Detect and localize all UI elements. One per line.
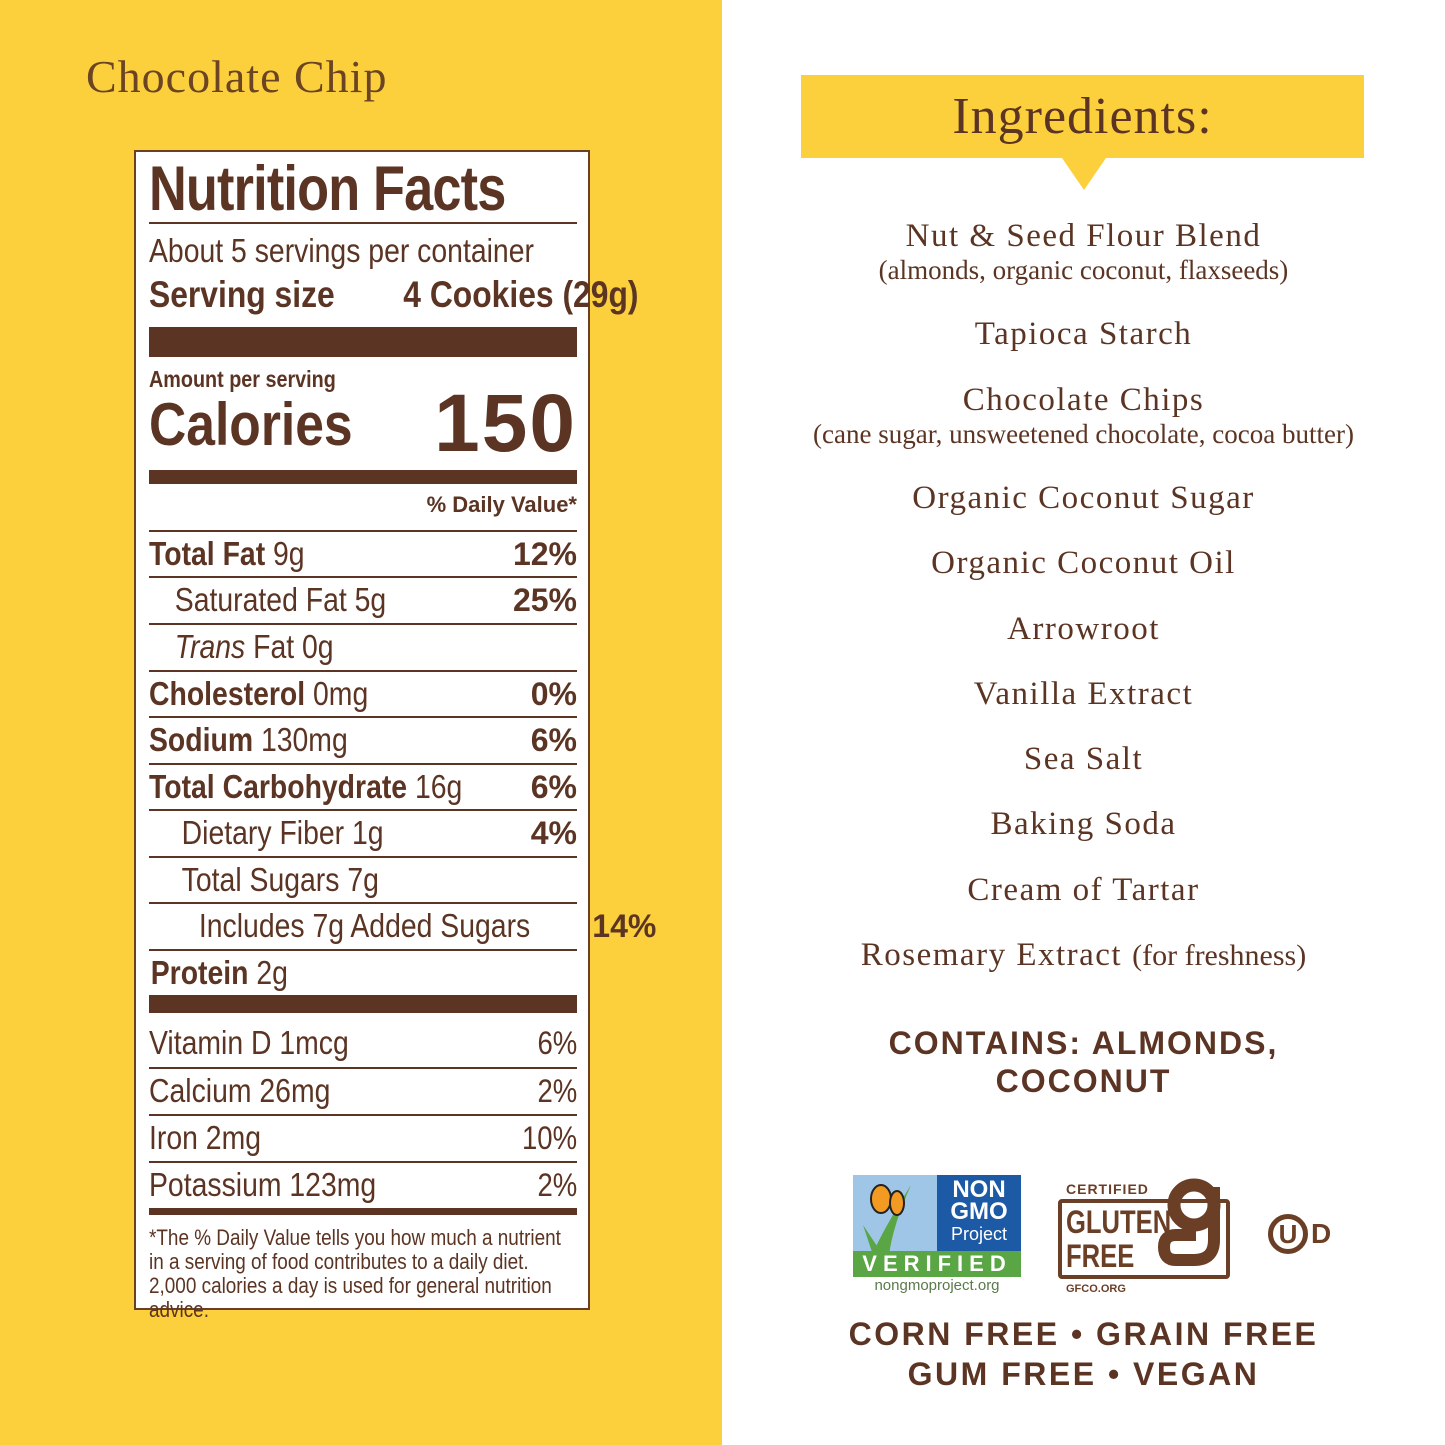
nutrient-daily-value: 6% (530, 721, 577, 758)
nutrient-row: Total Sugars 7g (149, 856, 577, 902)
ingredient-item: Vanilla Extract (973, 676, 1194, 712)
nutrient-label: Total Sugars 7g (181, 861, 379, 898)
amount-per-serving: Amount per serving (149, 366, 336, 392)
right-panel: Ingredients: Nut & Seed Flour Blend (almo… (722, 0, 1445, 1445)
banner-pointer (1062, 158, 1106, 190)
nutrient-label: Total Fat 9g (149, 535, 305, 572)
serving-size: Serving size 4 Cookies (29g) (149, 274, 639, 315)
ingredient-item: Tapioca Starch (974, 316, 1193, 352)
nutrient-row: Trans Fat 0g (149, 623, 577, 669)
ingredient-item: Arrowroot (1007, 611, 1160, 647)
nutrient-row: Total Fat 9g 12% (149, 530, 577, 576)
vitamin-label: Calcium 26mg (149, 1072, 331, 1109)
nutrient-label: Protein 2g (150, 954, 288, 991)
nutrient-row: Cholesterol 0mg 0% (149, 670, 577, 716)
nutrient-label: Sodium 130mg (149, 721, 348, 758)
nutrition-facts-title: Nutrition Facts (149, 154, 506, 224)
nutrient-daily-value: 4% (530, 814, 577, 851)
nutrient-label: Dietary Fiber 1g (181, 814, 384, 851)
thick-divider (149, 470, 577, 484)
ingredient-item: Nut & Seed Flour Blend (almonds, organic … (878, 218, 1289, 285)
kosher-dairy-symbol: U D (1268, 1212, 1331, 1256)
nutrient-daily-value: 12% (512, 535, 577, 572)
non-gmo-project-logo: NON GMO Project VERIFIED nongmoproject.org (853, 1175, 1021, 1298)
nutrient-label: Cholesterol 0mg (149, 675, 369, 712)
footnote: *The % Daily Value tells you how much a … (149, 1225, 561, 1322)
nutrient-label: Saturated Fat 5g (174, 581, 387, 618)
vitamin-daily-value: 6% (537, 1024, 577, 1061)
vitamin-row: Potassium 123mg 2% (149, 1161, 577, 1207)
nutrient-row: Protein 2g (149, 949, 577, 995)
divider (149, 222, 577, 224)
left-panel: Chocolate Chip Nutrition Facts About 5 s… (0, 0, 722, 1445)
nutrient-daily-value: 0% (530, 675, 577, 712)
vitamin-label: Potassium 123mg (149, 1166, 377, 1203)
vitamin-daily-value: 2% (537, 1166, 577, 1203)
vitamin-row: Calcium 26mg 2% (149, 1067, 577, 1113)
ingredient-item: Sea Salt (1023, 741, 1144, 777)
ingredient-item: Organic Coconut Oil (931, 545, 1236, 581)
nutrient-row: Saturated Fat 5g 25% (149, 576, 577, 622)
vitamin-row: Vitamin D 1mcg 6% (149, 1020, 577, 1066)
nutrient-row: Includes 7g Added Sugars 14% (149, 902, 656, 948)
ingredient-item: Cream of Tartar (967, 872, 1200, 908)
flavor-title: Chocolate Chip (86, 51, 388, 102)
ingredient-item: Rosemary Extract (for freshness) (860, 937, 1307, 973)
vitamin-daily-value: 2% (537, 1072, 577, 1109)
nutrition-facts-label: Nutrition Facts About 5 servings per con… (134, 150, 656, 1322)
nutrient-label: Total Carbohydrate 16g (149, 768, 463, 805)
thick-divider (149, 327, 577, 357)
nutrient-daily-value: 14% (592, 907, 657, 944)
butterfly-icon (863, 1184, 911, 1255)
ingredients-heading: Ingredients: (801, 75, 1364, 158)
servings-per-container: About 5 servings per container (149, 232, 534, 269)
daily-value-header: % Daily Value* (426, 492, 577, 517)
g-icon (1157, 1178, 1221, 1266)
nutrient-row: Sodium 130mg 6% (149, 716, 577, 762)
dietary-claims: CORN FREE • GRAIN FREE GUM FREE • VEGAN (848, 1316, 1319, 1392)
thick-divider (149, 995, 577, 1013)
nutrient-row: Total Carbohydrate 16g 6% (149, 763, 577, 809)
vitamin-daily-value: 10% (521, 1119, 577, 1156)
nutrient-daily-value: 25% (512, 581, 577, 618)
nutrient-daily-value: 6% (530, 768, 577, 805)
thick-divider (149, 1208, 577, 1215)
calories: Calories 150 (149, 378, 577, 469)
nutrient-label: Includes 7g Added Sugars (198, 907, 531, 944)
vitamin-row: Iron 2mg 10% (149, 1114, 577, 1160)
certified-gluten-free-logo: CERTIFIED GLUTEN FREE GFCO.ORG (1056, 1175, 1236, 1295)
ingredient-item: Baking Soda (990, 806, 1177, 842)
ingredient-item: Chocolate Chips (cane sugar, unsweetened … (813, 382, 1354, 449)
nutrient-row: Dietary Fiber 1g 4% (149, 809, 577, 855)
ingredient-item: Organic Coconut Sugar (912, 480, 1255, 516)
vitamin-label: Iron 2mg (149, 1119, 262, 1156)
allergen-statement: CONTAINS: ALMONDS, COCONUT (888, 1025, 1279, 1099)
vitamin-label: Vitamin D 1mcg (149, 1024, 349, 1061)
nutrient-label: Trans Fat 0g (174, 628, 334, 665)
